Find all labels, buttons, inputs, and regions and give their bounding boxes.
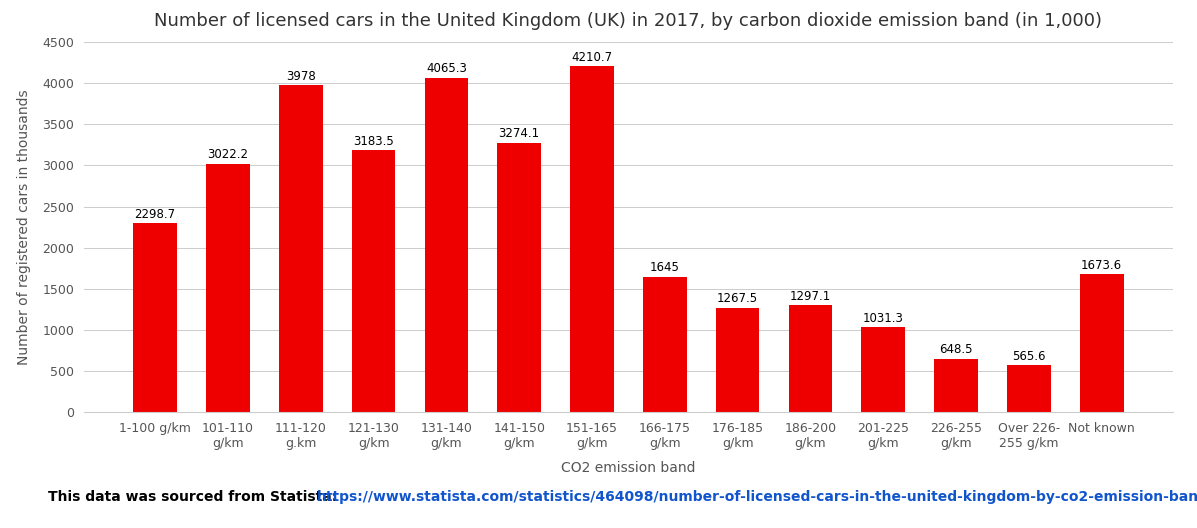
Bar [425, 78, 468, 412]
Bar [643, 277, 687, 412]
Bar [133, 223, 177, 412]
Bar [1080, 275, 1124, 412]
X-axis label: CO2 emission band: CO2 emission band [561, 460, 695, 475]
Bar [789, 305, 832, 412]
Text: 1297.1: 1297.1 [790, 290, 831, 303]
Text: This data was sourced from Statista:: This data was sourced from Statista: [48, 490, 342, 504]
Y-axis label: Number of registered cars in thousands: Number of registered cars in thousands [17, 89, 31, 365]
Text: 1645: 1645 [650, 261, 680, 274]
Bar [570, 66, 614, 412]
Bar [498, 143, 541, 412]
Text: 2298.7: 2298.7 [134, 208, 176, 221]
Text: 3183.5: 3183.5 [353, 135, 394, 148]
Bar [279, 85, 323, 412]
Text: 3274.1: 3274.1 [499, 127, 540, 140]
Text: 4210.7: 4210.7 [571, 51, 613, 63]
Text: 1267.5: 1267.5 [717, 293, 758, 305]
Text: 3022.2: 3022.2 [207, 148, 249, 161]
Text: https://www.statista.com/statistics/464098/number-of-licensed-cars-in-the-united: https://www.statista.com/statistics/4640… [317, 490, 1197, 504]
Bar [716, 308, 759, 412]
Text: 3978: 3978 [286, 70, 316, 83]
Bar [352, 150, 395, 412]
Bar [206, 164, 250, 412]
Text: 1673.6: 1673.6 [1081, 259, 1123, 272]
Title: Number of licensed cars in the United Kingdom (UK) in 2017, by carbon dioxide em: Number of licensed cars in the United Ki… [154, 12, 1102, 30]
Text: 565.6: 565.6 [1013, 350, 1046, 363]
Text: 648.5: 648.5 [940, 343, 973, 356]
Bar [934, 359, 978, 412]
Text: 1031.3: 1031.3 [863, 312, 904, 325]
Text: 4065.3: 4065.3 [426, 62, 467, 76]
Bar [862, 327, 905, 412]
Bar [1007, 365, 1051, 412]
